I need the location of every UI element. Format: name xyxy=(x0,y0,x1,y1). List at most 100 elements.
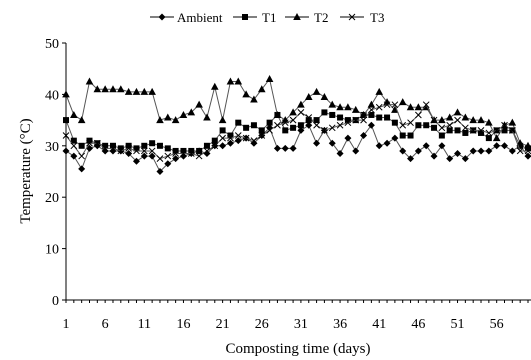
data-point-t3-b xyxy=(93,139,101,147)
data-point-t3-b xyxy=(516,147,524,155)
series-ambient xyxy=(62,121,531,175)
data-point-t3 xyxy=(258,132,266,139)
x-tick-label: 51 xyxy=(451,317,465,332)
data-point-t1 xyxy=(133,145,140,152)
data-point-t2 xyxy=(344,103,352,111)
data-point-t2 xyxy=(524,141,531,149)
data-point-t2 xyxy=(445,113,454,121)
data-point-t1 xyxy=(235,119,242,126)
data-point-t3-b xyxy=(101,145,109,152)
data-point-t2 xyxy=(492,134,501,142)
data-point-ambient xyxy=(501,142,509,150)
data-point-t2 xyxy=(336,103,344,111)
x-tick-label: 56 xyxy=(490,317,504,332)
data-point-t2 xyxy=(234,77,243,85)
data-point-t1 xyxy=(321,109,328,116)
data-point-t1 xyxy=(219,127,226,134)
data-point-t3-b xyxy=(274,121,281,129)
x-tick-label: 6 xyxy=(102,317,109,332)
data-point-t3 xyxy=(274,121,281,129)
data-point-t2 xyxy=(203,113,211,121)
data-point-t1 xyxy=(368,111,375,118)
data-point-ambient xyxy=(454,150,462,158)
data-point-t2 xyxy=(132,87,141,95)
data-point-t3 xyxy=(360,116,367,124)
data-point-t2 xyxy=(85,77,94,85)
data-point-t3 xyxy=(133,147,140,155)
data-point-ambient xyxy=(328,139,336,147)
legend-marker-t3 xyxy=(348,13,356,21)
data-point-t1 xyxy=(305,117,312,124)
data-point-t3 xyxy=(352,116,360,124)
data-point-t3 xyxy=(180,150,187,157)
y-tick-label: 30 xyxy=(45,140,59,155)
data-point-t3-b xyxy=(399,121,407,129)
data-point-t1 xyxy=(141,142,148,149)
data-point-t3 xyxy=(415,111,422,119)
x-tick-label: 21 xyxy=(216,317,230,332)
data-point-ambient xyxy=(164,160,172,168)
data-point-t1 xyxy=(415,122,422,129)
data-point-t3-b xyxy=(297,109,305,116)
data-point-t3-b xyxy=(313,121,320,129)
data-point-t2 xyxy=(438,116,446,124)
data-point-t3-b xyxy=(281,119,289,127)
data-point-t3-b xyxy=(469,127,477,134)
data-point-t3-b xyxy=(352,116,360,124)
data-point-ambient xyxy=(493,142,501,150)
data-point-t1 xyxy=(313,117,320,124)
x-tick-label: 11 xyxy=(138,317,151,332)
data-point-t3 xyxy=(93,139,101,147)
data-point-t1 xyxy=(407,132,414,139)
data-point-t3 xyxy=(86,139,93,147)
data-point-ambient xyxy=(313,139,321,147)
data-point-t2 xyxy=(257,85,266,93)
data-point-t3-b xyxy=(258,132,266,139)
data-point-t3-b xyxy=(234,132,242,139)
data-point-t2 xyxy=(250,95,258,103)
x-tick-label: 16 xyxy=(176,317,190,332)
legend-marker-t3-b xyxy=(348,13,356,21)
data-point-t2 xyxy=(414,103,423,111)
data-point-t2 xyxy=(461,113,470,121)
data-point-t3 xyxy=(234,132,242,139)
data-point-t1 xyxy=(485,135,492,142)
data-point-t2 xyxy=(485,118,493,126)
data-point-t1 xyxy=(125,142,132,149)
data-point-t3-b xyxy=(289,116,297,124)
data-point-ambient xyxy=(305,121,313,129)
data-point-ambient xyxy=(430,152,438,160)
data-point-t2 xyxy=(77,116,86,124)
data-point-ambient xyxy=(101,147,109,155)
legend: Ambient T1 T2 T3 xyxy=(150,10,384,25)
data-point-t3 xyxy=(508,127,516,134)
data-point-t3 xyxy=(78,152,86,160)
data-point-t3 xyxy=(117,147,125,155)
data-point-t1 xyxy=(290,124,297,131)
data-point-ambient xyxy=(70,152,78,160)
data-point-ambient xyxy=(407,155,415,163)
data-point-ambient xyxy=(367,121,375,129)
series-t3 xyxy=(62,101,531,163)
data-point-t3-b xyxy=(140,147,148,155)
legend-label: T2 xyxy=(314,10,328,25)
data-point-t3-b xyxy=(156,155,164,163)
plot-area xyxy=(62,74,531,175)
data-point-t2 xyxy=(375,87,384,95)
data-point-t2 xyxy=(242,90,250,98)
data-point-t2 xyxy=(320,92,329,100)
data-point-t3 xyxy=(524,147,531,155)
x-tick-label: 36 xyxy=(333,317,347,332)
data-point-ambient xyxy=(461,155,469,163)
y-axis-label: Temperature (°C) xyxy=(18,118,34,223)
data-point-t3 xyxy=(140,147,148,155)
data-point-t1 xyxy=(196,147,203,154)
data-point-t3-b xyxy=(446,121,454,129)
data-point-ambient xyxy=(446,155,454,163)
y-tick-label: 20 xyxy=(45,191,59,206)
data-point-t2 xyxy=(195,100,203,108)
data-point-t3-b xyxy=(203,147,211,155)
legend-label: Ambient xyxy=(177,10,223,25)
data-point-t3 xyxy=(446,121,454,129)
